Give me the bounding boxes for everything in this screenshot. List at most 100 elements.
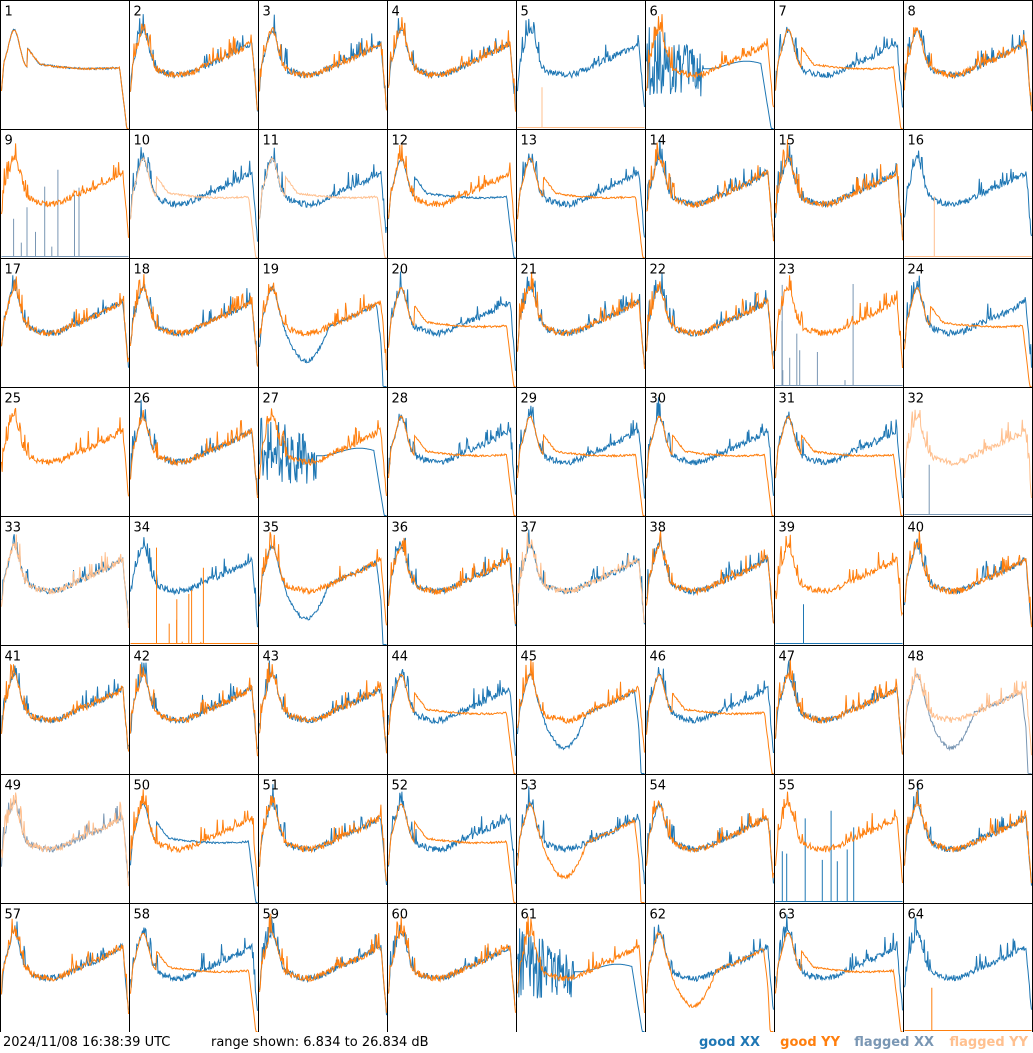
panel-57: 57 (0, 903, 130, 1032)
series-good-yy (517, 801, 645, 903)
panel-label: 33 (5, 521, 22, 536)
panel-label: 63 (779, 908, 796, 923)
series-good-yy (646, 799, 774, 879)
panel-21: 21 (516, 258, 646, 388)
series-good-xx (130, 803, 258, 903)
legend-flagged-xx: flagged XX (854, 1035, 934, 1050)
series-good-xx (1, 921, 129, 1010)
panel-12: 12 (387, 129, 517, 259)
series-good-yy (775, 415, 903, 516)
timestamp-label: 2024/11/08 16:38:39 UTC (3, 1035, 171, 1050)
panel-frame (129, 774, 259, 904)
panel-label: 15 (779, 134, 796, 149)
panel-label: 52 (392, 779, 409, 794)
panel-label: 14 (650, 134, 667, 149)
panel-frame (387, 387, 517, 517)
series-flagged-yy (130, 156, 258, 258)
panel-45: 45 (516, 645, 646, 775)
series-good-xx (775, 810, 903, 902)
series-flagged-yy (517, 87, 645, 128)
panel-label: 11 (263, 134, 280, 149)
series-good-xx (517, 673, 645, 774)
panel-49: 49 (0, 774, 130, 904)
panel-label: 19 (263, 263, 280, 278)
panel-label: 5 (521, 5, 529, 20)
series-good-xx (388, 158, 516, 258)
series-good-yy (646, 142, 774, 242)
panel-frame (387, 516, 517, 646)
panel-label: 21 (521, 263, 538, 278)
panel-9: 9 (0, 129, 130, 259)
panel-frame (129, 516, 259, 646)
series-good-xx (130, 147, 258, 242)
panel-frame (0, 516, 130, 646)
series-good-yy (646, 415, 774, 516)
series-good-xx (775, 411, 903, 499)
panel-11: 11 (258, 129, 388, 259)
series-good-xx (388, 413, 516, 495)
panel-frame (645, 645, 775, 775)
series-good-yy (775, 791, 903, 884)
panel-frame (0, 258, 130, 388)
panel-frame (903, 258, 1033, 388)
panel-label: 37 (521, 521, 538, 536)
panel-29: 29 (516, 387, 646, 517)
series-good-yy (517, 157, 645, 258)
series-good-yy (259, 282, 387, 371)
series-good-yy (775, 275, 903, 369)
panel-label: 6 (650, 5, 658, 20)
panel-24: 24 (903, 258, 1033, 388)
panel-33: 33 (0, 516, 130, 646)
panel-3: 3 (258, 0, 388, 130)
series-good-yy (775, 658, 903, 755)
panel-frame (903, 0, 1033, 130)
panel-frame (258, 129, 388, 259)
panel-frame (516, 129, 646, 259)
series-good-yy (904, 790, 1032, 884)
panel-58: 58 (129, 903, 259, 1032)
legend-flagged-yy: flagged YY (949, 1035, 1029, 1050)
panel-frame (387, 0, 517, 130)
panel-label: 43 (263, 650, 280, 665)
series-good-yy (775, 932, 903, 1032)
series-good-yy (1, 407, 129, 497)
series-good-xx (130, 927, 258, 1011)
series-good-xx (646, 667, 774, 754)
panel-label: 40 (908, 521, 925, 536)
panel-label: 7 (779, 5, 787, 20)
panel-22: 22 (645, 258, 775, 388)
panel-label: 55 (779, 779, 796, 794)
panel-label: 8 (908, 5, 916, 20)
series-good-yy (904, 286, 1032, 387)
series-good-yy (517, 659, 645, 753)
panel-39: 39 (774, 516, 904, 646)
panel-7: 7 (774, 0, 904, 130)
panel-label: 46 (650, 650, 667, 665)
series-good-yy (646, 931, 774, 1032)
panel-frame (774, 903, 904, 1032)
panel-2: 2 (129, 0, 259, 130)
panel-frame (903, 903, 1033, 1032)
series-good-yy (388, 673, 516, 774)
panel-41: 41 (0, 645, 130, 775)
panel-frame (903, 129, 1033, 259)
panel-frame (645, 387, 775, 517)
panel-label: 57 (5, 908, 22, 923)
series-good-yy (646, 530, 774, 624)
series-good-xx (646, 139, 774, 238)
panel-label: 54 (650, 779, 667, 794)
series-good-xx (775, 604, 903, 644)
series-good-xx (517, 18, 645, 108)
series-good-yy (388, 17, 516, 112)
series-good-xx (1, 28, 129, 129)
panel-50: 50 (129, 774, 259, 904)
series-flagged-yy (1, 534, 129, 628)
panel-frame (258, 774, 388, 904)
series-good-xx (517, 153, 645, 238)
panel-40: 40 (903, 516, 1033, 646)
series-good-xx (646, 801, 774, 884)
panel-label: 9 (5, 134, 13, 149)
series-good-xx (130, 399, 258, 496)
panel-label: 1 (5, 5, 13, 20)
panel-frame (0, 0, 130, 130)
